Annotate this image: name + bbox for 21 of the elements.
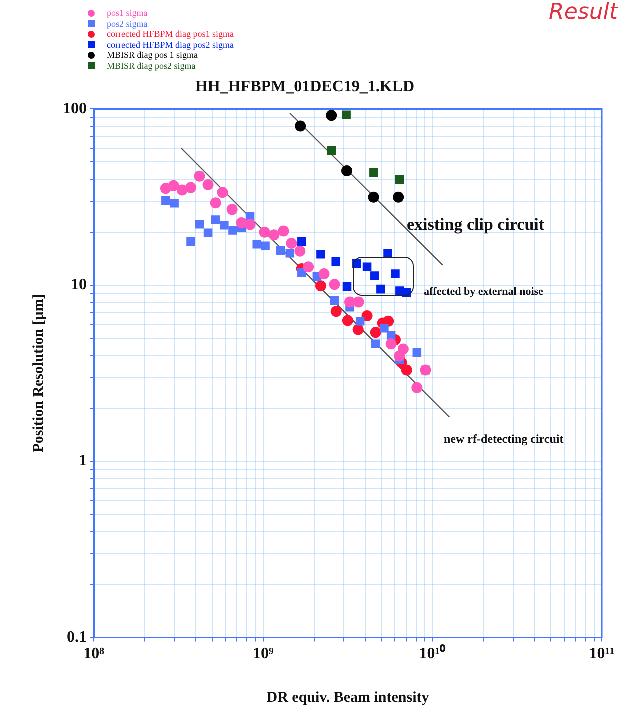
legend-label: pos1 sigma [107, 8, 148, 18]
y-tick-label: 0.1 [67, 628, 87, 646]
legend-label: pos2 sigma [107, 18, 148, 29]
y-tick-label: 1 [79, 452, 87, 470]
y-tick-label: 10 [71, 276, 87, 294]
legend-label: MBISR diag pos 1 sigma [107, 50, 198, 60]
x-tick-label: 10¹⁰ [419, 644, 446, 663]
text: Result [549, 0, 618, 25]
y-tick-label: 100 [63, 100, 87, 118]
annotation: existing clip circuit [407, 215, 545, 235]
legend-label: MBISR diag pos2 sigma [107, 60, 196, 71]
x-axis-title: DR equiv. Beam intensity [266, 690, 430, 706]
x-tick-label: 10⁹ [252, 646, 274, 663]
chart-title: HH_HFBPM_01DEC19_1.KLD [195, 78, 415, 96]
annotation: new rf-detecting circuit [444, 432, 564, 447]
annotation: affected by external noise [424, 286, 544, 298]
x-tick-label: 10¹¹ [589, 646, 615, 663]
legend-label: corrected HFBPM diag pos2 sigma [107, 40, 234, 50]
x-tick-label: 10⁸ [84, 646, 105, 663]
y-axis-title: Position Resolution [μm] [30, 294, 47, 453]
legend-label: corrected HFBPM diag pos1 sigma [107, 29, 234, 40]
